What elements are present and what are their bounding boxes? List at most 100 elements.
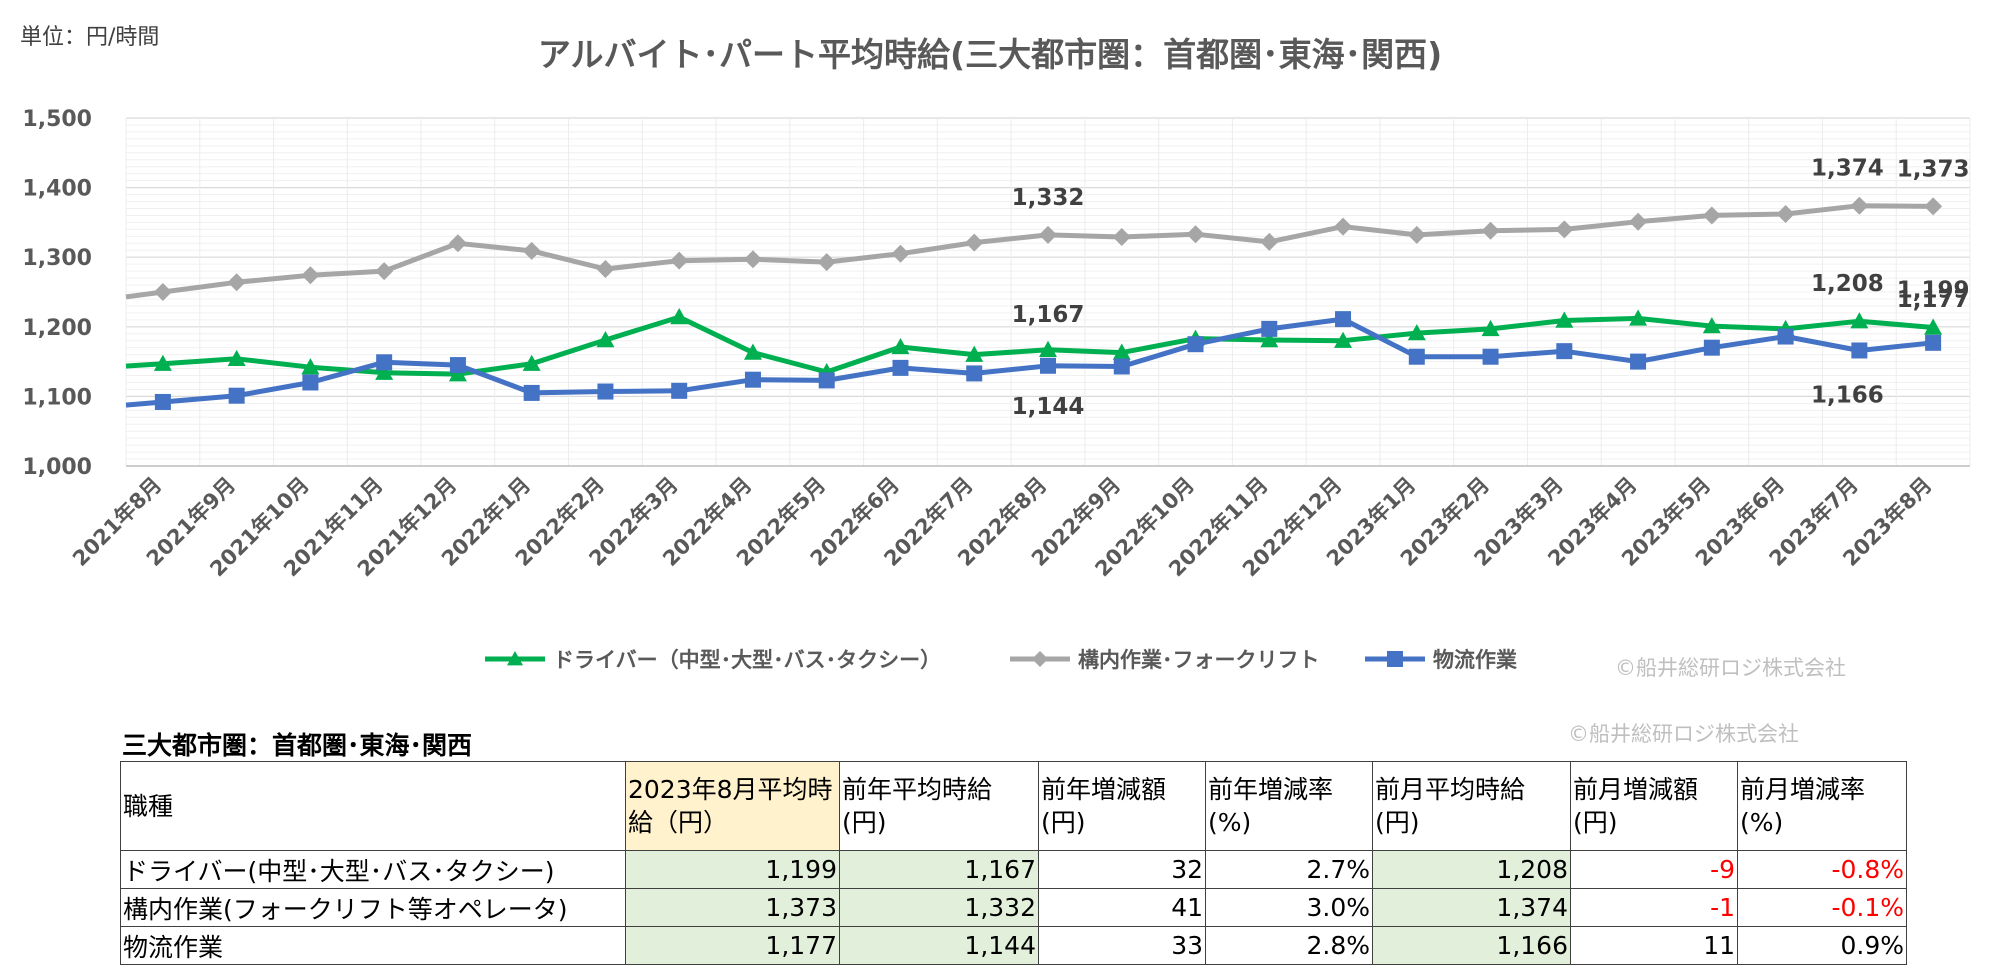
triangle-marker — [1702, 317, 1721, 334]
data-label: 1,166 — [1811, 382, 1884, 408]
square-marker — [597, 383, 614, 400]
value-cell: 1,199 — [625, 850, 840, 889]
y-tick-label: 1,500 — [22, 107, 92, 132]
diamond-marker — [1260, 232, 1279, 251]
square-marker — [376, 354, 393, 371]
triangle-marker — [375, 363, 394, 380]
diamond-marker — [1850, 196, 1869, 215]
square-marker — [1630, 353, 1647, 370]
diamond-marker — [227, 273, 246, 292]
triangle-marker — [596, 331, 615, 348]
diamond-marker — [1555, 220, 1574, 239]
value-cell: -1 — [1570, 888, 1738, 927]
value-cell: -9 — [1570, 850, 1738, 889]
triangle-marker — [891, 337, 910, 355]
table-header-row: 職種 2023年8月平均時給（円） 前年平均時給(円) 前年増減額(円) 前年増… — [120, 761, 1907, 851]
value-cell: 1,166 — [1372, 926, 1571, 965]
header-cell: 職種 — [120, 761, 626, 851]
job-name-cell: ドライバー(中型･大型･バス･タクシー) — [120, 850, 626, 889]
table-credit: ©船井総研ロジ株式会社 — [1568, 722, 1799, 746]
data-label: 1,167 — [1012, 302, 1085, 328]
square-marker — [1703, 339, 1720, 356]
triangle-marker — [301, 358, 320, 375]
square-marker — [1408, 348, 1425, 365]
triangle-marker — [1039, 340, 1057, 357]
diamond-marker — [743, 250, 762, 269]
diamond-marker — [301, 266, 320, 285]
value-cell: 2.7% — [1205, 850, 1373, 889]
series-0 — [125, 308, 1943, 382]
table-row: ドライバー(中型･大型･バス･タクシー) 1,199 1,167 32 2.7%… — [120, 850, 1907, 889]
data-label: 1,208 — [1811, 271, 1884, 297]
legend-label: ドライバー（中型･大型･バス･タクシー） — [553, 648, 941, 672]
value-cell: 1,167 — [839, 850, 1039, 889]
y-tick-label: 1,100 — [22, 385, 92, 410]
triangle-marker — [1555, 311, 1574, 328]
triangle-marker — [1260, 331, 1279, 348]
data-label: 1,177 — [1897, 287, 1970, 313]
y-tick-label: 1,000 — [22, 455, 92, 480]
value-cell: 41 — [1038, 888, 1206, 927]
diamond-marker — [448, 234, 467, 253]
diamond-marker — [153, 283, 172, 301]
diamond-marker — [375, 262, 394, 281]
data-label: 1,144 — [1012, 394, 1085, 420]
value-cell: 33 — [1038, 926, 1206, 965]
square-marker — [818, 372, 835, 389]
value-cell: 1,144 — [839, 926, 1039, 965]
series-line — [125, 314, 1934, 377]
data-label: 1,374 — [1811, 156, 1884, 182]
diamond-marker — [1776, 205, 1795, 224]
legend: ドライバー（中型･大型･バス･タクシー） 構内作業･フォークリフト 物流作業 — [485, 648, 1518, 672]
square-marker — [302, 374, 319, 391]
series-2 — [125, 311, 1942, 410]
square-marker — [892, 359, 909, 376]
job-name-cell: 構内作業(フォークリフト等オペレータ) — [120, 888, 626, 927]
square-marker — [1482, 348, 1499, 365]
square-marker — [1777, 328, 1794, 345]
line-chart: 単位：円/時間 アルバイト･パート平均時給(三大都市圏：首都圏･東海･関西) 1… — [20, 25, 1971, 680]
header-cell: 前年増減率(%) — [1205, 761, 1373, 851]
y-tick-label: 1,400 — [22, 177, 92, 202]
square-marker — [1851, 342, 1868, 359]
triangle-marker — [1924, 318, 1943, 335]
y-tick-label: 1,200 — [22, 316, 92, 341]
diamond-marker — [891, 244, 910, 263]
triangle-marker — [965, 345, 984, 362]
table-caption: 三大都市圏：首都圏･東海･関西 — [122, 731, 473, 760]
value-cell: 32 — [1038, 850, 1206, 889]
chart-credit: ©船井総研ロジ株式会社 — [1615, 656, 1846, 680]
square-marker — [523, 384, 540, 401]
value-cell: -0.1% — [1737, 888, 1907, 927]
legend-label: 物流作業 — [1433, 648, 1518, 672]
value-cell: 1,177 — [625, 926, 840, 965]
diamond-marker — [1481, 221, 1500, 240]
square-marker — [1335, 311, 1352, 328]
diamond-marker — [1032, 651, 1048, 667]
square-marker — [966, 365, 983, 382]
diamond-marker — [1112, 228, 1131, 247]
value-cell: 2.8% — [1205, 926, 1373, 965]
header-cell: 前年平均時給(円) — [839, 761, 1039, 851]
triangle-marker — [743, 343, 762, 360]
square-marker — [1261, 320, 1278, 337]
triangle-marker — [522, 354, 541, 371]
square-marker — [1925, 334, 1942, 351]
square-marker — [1187, 336, 1204, 353]
value-cell: 1,208 — [1372, 850, 1571, 889]
header-cell: 前年増減額(円) — [1038, 761, 1206, 851]
square-marker — [449, 357, 466, 374]
table-row: 物流作業 1,177 1,144 33 2.8% 1,166 11 0.9% — [120, 926, 1907, 965]
chart-title: アルバイト･パート平均時給(三大都市圏：首都圏･東海･関西) — [538, 35, 1442, 74]
data-label: 1,332 — [1012, 185, 1085, 211]
diamond-marker — [670, 251, 689, 270]
series-line — [125, 203, 1934, 300]
diamond-marker — [965, 233, 984, 252]
square-marker — [744, 371, 761, 388]
diamond-marker — [1629, 212, 1648, 231]
data-label: 1,199 — [1897, 277, 1970, 303]
square-marker — [1387, 651, 1403, 667]
diamond-marker — [1702, 206, 1721, 225]
triangle-marker — [1407, 324, 1426, 341]
triangle-marker — [1629, 309, 1648, 326]
